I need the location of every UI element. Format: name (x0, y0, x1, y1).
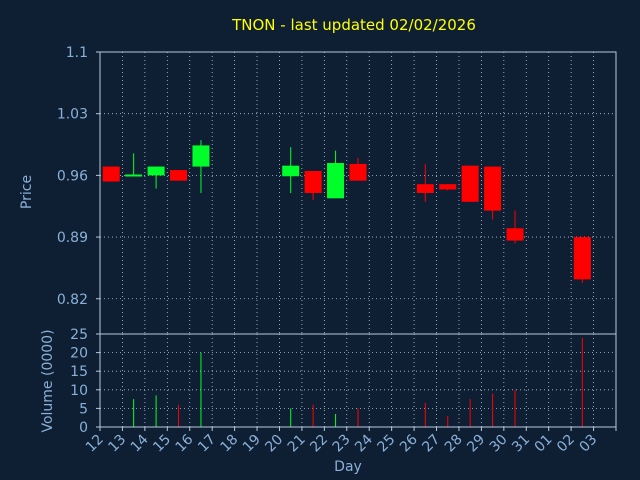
day-tick-label: 20 (262, 432, 286, 456)
candle-body (439, 184, 457, 190)
day-tick-label: 19 (240, 432, 264, 456)
volume-panel-frame (99, 333, 617, 428)
day-tick-label: 29 (464, 432, 488, 456)
volume-tick-label: 25 (70, 327, 88, 343)
price-axis-label: Price (19, 175, 35, 209)
candle-body (484, 166, 502, 211)
day-tick-label: 23 (330, 432, 354, 456)
volume-axis-label: Volume (0000) (40, 329, 56, 432)
candle-body (327, 163, 345, 199)
candle-body (506, 228, 524, 241)
day-tick-label: 14 (128, 431, 152, 455)
day-tick-label: 24 (352, 431, 376, 455)
day-tick-label: 03 (576, 432, 600, 456)
candle-body (282, 165, 300, 177)
candle-body (573, 237, 591, 280)
price-tick-label: 0.82 (57, 292, 88, 308)
candle-body (304, 170, 322, 193)
volume-tick-label: 0 (79, 420, 88, 436)
day-tick-label: 31 (509, 432, 533, 456)
day-tick-label: 18 (218, 432, 242, 456)
volume-tick-label: 5 (79, 401, 88, 417)
price-tick-label: 1.1 (66, 45, 88, 61)
day-tick-label: 17 (195, 432, 219, 456)
candle-body (192, 145, 210, 167)
candle-body (125, 174, 143, 177)
candle-body (461, 165, 479, 202)
volume-tick-label: 10 (70, 383, 88, 399)
day-tick-label: 22 (307, 432, 331, 456)
volume-panel: 2520151050121314151617181920212223242526… (70, 327, 617, 456)
day-tick-label: 21 (285, 432, 309, 456)
candle-body (147, 166, 165, 176)
candle-body (416, 184, 434, 193)
chart-title: TNON - last updated 02/02/2026 (231, 16, 476, 34)
price-panel-frame (99, 51, 617, 335)
price-tick-label: 1.03 (57, 107, 88, 123)
day-tick-label: 28 (442, 432, 466, 456)
day-tick-label: 26 (397, 431, 421, 455)
day-tick-label: 27 (419, 432, 443, 456)
day-tick-label: 30 (487, 432, 511, 456)
day-tick-label: 15 (150, 432, 174, 456)
day-axis-label: Day (334, 459, 362, 475)
price-panel: 1.1 1.03 0.96 0.89 0.82 (57, 45, 617, 335)
volume-tick-label: 15 (70, 364, 88, 380)
volume-tick-label: 20 (70, 346, 88, 362)
day-tick-label: 13 (105, 432, 129, 456)
price-tick-label: 0.96 (57, 168, 88, 184)
candle-body (170, 170, 188, 181)
candle-body (102, 166, 120, 182)
day-tick-label: 01 (532, 432, 556, 456)
day-tick-label: 02 (554, 432, 578, 456)
candle-body (349, 163, 367, 181)
price-tick-label: 0.89 (57, 230, 88, 246)
day-tick-label: 25 (375, 432, 399, 456)
day-tick-label: 16 (173, 431, 197, 455)
